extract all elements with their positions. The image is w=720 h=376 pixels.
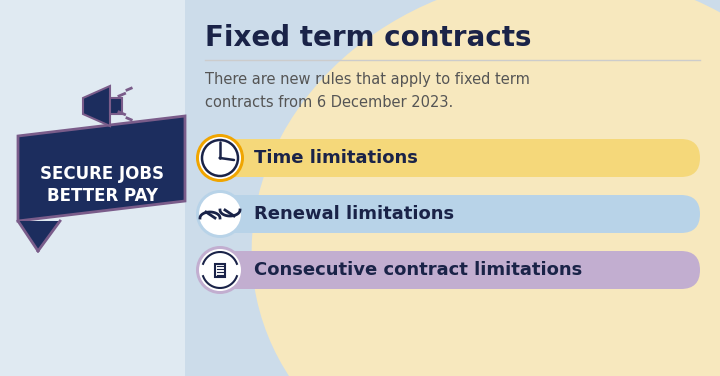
Circle shape <box>199 249 241 291</box>
Circle shape <box>196 190 244 238</box>
Text: Time limitations: Time limitations <box>254 149 418 167</box>
Bar <box>215 264 225 276</box>
Text: Consecutive contract limitations: Consecutive contract limitations <box>254 261 582 279</box>
FancyBboxPatch shape <box>218 195 700 233</box>
Circle shape <box>199 193 241 235</box>
Bar <box>185 0 720 376</box>
FancyBboxPatch shape <box>218 139 700 177</box>
Polygon shape <box>83 86 110 126</box>
Circle shape <box>196 134 244 182</box>
Text: There are new rules that apply to fixed term
contracts from 6 December 2023.: There are new rules that apply to fixed … <box>205 72 530 110</box>
FancyBboxPatch shape <box>218 251 700 289</box>
Polygon shape <box>18 116 185 221</box>
Text: BETTER PAY: BETTER PAY <box>47 187 158 205</box>
Circle shape <box>218 156 222 159</box>
Text: Renewal limitations: Renewal limitations <box>254 205 454 223</box>
Circle shape <box>196 246 244 294</box>
Bar <box>110 98 122 114</box>
Polygon shape <box>18 221 60 251</box>
Text: SECURE JOBS: SECURE JOBS <box>40 165 164 183</box>
Circle shape <box>199 137 241 179</box>
Ellipse shape <box>251 0 720 376</box>
Text: Fixed term contracts: Fixed term contracts <box>205 24 531 52</box>
